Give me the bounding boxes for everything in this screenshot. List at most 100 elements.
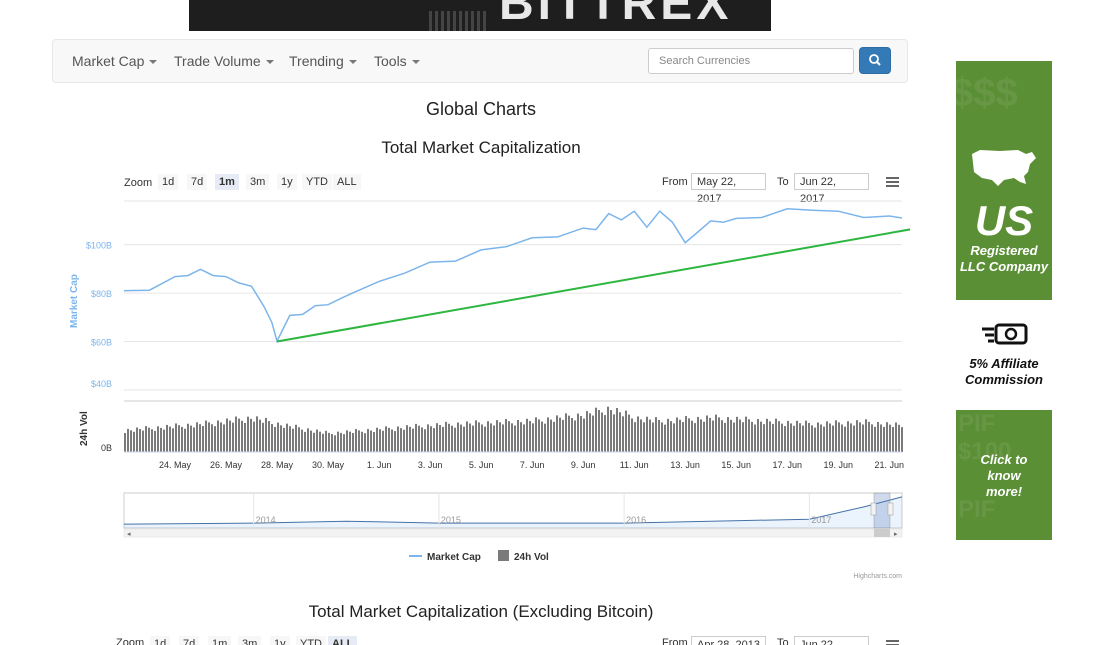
x-tick-label: 3. Jun <box>418 460 443 470</box>
x-tick-label: 9. Jun <box>571 460 596 470</box>
nav-tools[interactable]: Tools <box>374 53 420 69</box>
volume-bar <box>355 429 357 452</box>
volume-bar <box>391 429 393 452</box>
volume-bar <box>481 424 483 452</box>
zoom-1y-button[interactable]: 1y <box>277 174 297 190</box>
zoom-3m-button[interactable]: 3m <box>246 174 270 190</box>
volume-bar <box>754 424 756 452</box>
zoom-ytd-button[interactable]: YTD <box>302 174 332 190</box>
nav-market-cap-label: Market Cap <box>72 53 145 69</box>
chart2-to-input[interactable]: Jun 22, 2017 <box>794 636 869 645</box>
navigator-handle-left <box>870 502 877 516</box>
volume-bar <box>616 408 618 452</box>
chart2-from-label: From <box>662 637 688 645</box>
volume-bar <box>325 430 327 452</box>
volume-bar <box>847 421 849 452</box>
volume-bar <box>244 422 246 452</box>
scrollbar-track <box>123 528 903 538</box>
y-tick-label: $40B <box>91 379 112 389</box>
volume-bar <box>871 424 873 452</box>
volume-bar <box>379 429 381 452</box>
volume-bar <box>400 428 402 452</box>
volume-bar <box>415 423 417 452</box>
volume-bar <box>574 420 576 452</box>
chart2-menu-icon[interactable] <box>886 640 899 645</box>
volume-bar <box>586 411 588 452</box>
volume-bar <box>763 424 765 452</box>
search-input[interactable] <box>648 48 854 74</box>
x-tick-label: 7. Jun <box>520 460 545 470</box>
search-button[interactable] <box>859 47 891 74</box>
volume-bar <box>265 417 267 452</box>
volume-bar <box>796 420 798 452</box>
volume-bar <box>181 426 183 452</box>
zoom-1m-button[interactable]: 1m <box>215 174 239 190</box>
banner-text: BITTREX <box>499 0 733 30</box>
volume-bar <box>439 425 441 452</box>
volume-bar <box>541 421 543 452</box>
volume-bar <box>601 412 603 452</box>
navigator-tick-label: 2015 <box>441 515 461 525</box>
volume-bar <box>370 430 372 452</box>
chart2-zoom-all[interactable]: ALL <box>328 636 358 645</box>
volume-bar <box>598 410 600 452</box>
volume-bar <box>289 426 291 452</box>
volume-bar <box>166 424 168 452</box>
volume-bar <box>835 420 837 452</box>
volume-bar <box>778 421 780 452</box>
volume-bar <box>313 432 315 452</box>
chart-menu-icon[interactable] <box>886 177 899 189</box>
nav-market-cap[interactable]: Market Cap <box>72 53 158 69</box>
volume-bar <box>844 426 846 452</box>
volume-bar <box>451 425 453 452</box>
navigator-tick-label: 2016 <box>626 515 646 525</box>
volume-bar <box>643 422 645 452</box>
volume-bar <box>418 425 420 452</box>
chevron-down-icon <box>411 60 420 65</box>
zoom-all-button[interactable]: ALL <box>333 174 361 190</box>
affiliate-ad[interactable]: 5% Affiliate Commission <box>956 320 1052 392</box>
volume-bar <box>280 425 282 452</box>
volume-bar <box>715 414 717 452</box>
market-cap-line <box>123 208 903 344</box>
volume-bar <box>526 418 528 452</box>
from-date-input[interactable]: May 22, 2017 <box>691 173 766 205</box>
volume-bar <box>130 430 132 452</box>
chart2-from-input[interactable]: Apr 28, 2013 <box>691 636 766 645</box>
volume-bar <box>352 432 354 452</box>
usa-map-icon <box>972 150 1036 186</box>
chart2-zoom-1m[interactable]: 1m <box>208 636 232 645</box>
nav-trending[interactable]: Trending <box>289 53 357 69</box>
click-more-ad[interactable]: PIF $100 PIF Click to know more! <box>956 410 1052 540</box>
zoom-1d-button[interactable]: 1d <box>158 174 179 190</box>
nav-trade-volume[interactable]: Trade Volume <box>174 53 274 69</box>
to-date-input[interactable]: Jun 22, 2017 <box>794 173 869 205</box>
volume-bar <box>385 426 387 452</box>
volume-bar <box>823 426 825 452</box>
volume-bar <box>685 416 687 452</box>
chart2-zoom-1y[interactable]: 1y <box>270 636 290 645</box>
us-llc-ad[interactable]: $$$ US Registered LLC Company <box>956 61 1052 300</box>
volume-bar <box>595 407 597 452</box>
chart2-zoom-1d[interactable]: 1d <box>150 636 171 645</box>
chart2-zoom-7d[interactable]: 7d <box>179 636 200 645</box>
volume-bar <box>295 424 297 452</box>
zoom-7d-button[interactable]: 7d <box>187 174 208 190</box>
volume-bar <box>136 427 138 452</box>
top-banner-ad[interactable]: BITTREX <box>189 0 771 31</box>
navigator-line <box>123 496 903 525</box>
volume-bar <box>862 424 864 452</box>
volume-bar <box>703 421 705 452</box>
volume-bar <box>556 415 558 452</box>
volume-bar <box>829 423 831 452</box>
chart2-zoom-3m[interactable]: 3m <box>238 636 262 645</box>
affiliate-line1: 5% Affiliate <box>969 356 1039 371</box>
volume-bar <box>211 424 213 452</box>
legend-market-cap-label: Market Cap <box>427 552 481 563</box>
volume-bar <box>718 417 720 452</box>
volume-bar <box>175 423 177 452</box>
chart2-zoom-ytd[interactable]: YTD <box>296 636 326 645</box>
volume-bar <box>637 416 639 452</box>
volume-bar <box>889 424 891 452</box>
volume-bar <box>394 431 396 452</box>
